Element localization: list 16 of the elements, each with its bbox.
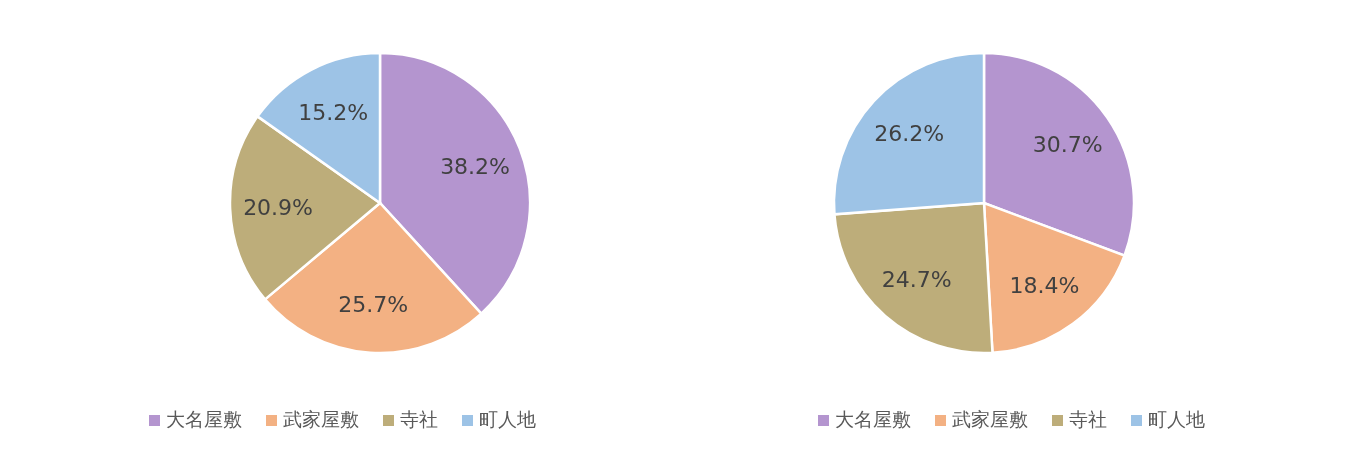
legend-label: 大名屋敷	[834, 407, 911, 432]
legend-label: 武家屋敷	[951, 407, 1028, 432]
legend-label: 町人地	[478, 407, 536, 432]
legend-label: 寺社	[399, 407, 438, 432]
data-label: 20.9%	[243, 194, 314, 220]
data-label: 26.2%	[874, 121, 945, 147]
data-label: 15.2%	[298, 99, 369, 125]
legend-label: 町人地	[1147, 407, 1205, 432]
data-label: 24.7%	[881, 267, 952, 293]
data-label: 38.2%	[440, 153, 511, 179]
legend-label: 大名屋敷	[165, 407, 242, 432]
legend-label: 武家屋敷	[282, 407, 359, 432]
legend-label: 寺社	[1068, 407, 1107, 432]
data-label: 30.7%	[1032, 132, 1103, 158]
data-label: 25.7%	[338, 292, 409, 318]
data-label: 18.4%	[1009, 272, 1080, 298]
